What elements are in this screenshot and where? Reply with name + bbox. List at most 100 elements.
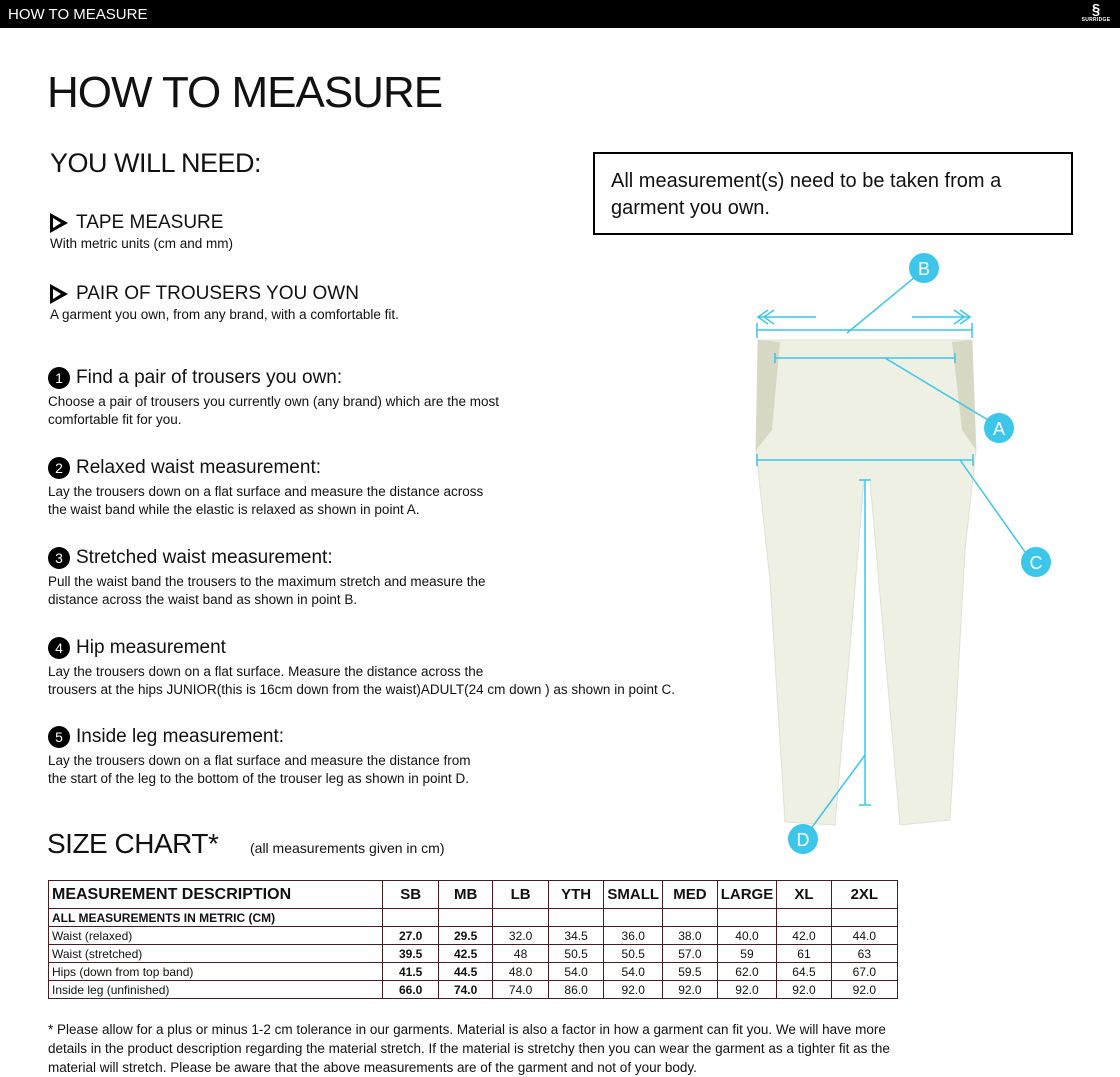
step-title: Find a pair of trousers you own: — [76, 367, 343, 388]
column-header: 2XL — [830, 880, 899, 909]
value-cell: 50.5 — [547, 944, 605, 963]
value-cell: 44.5 — [437, 962, 494, 981]
need-desc: A garment you own, from any brand, with … — [50, 307, 399, 322]
page-title: HOW TO MEASURE — [47, 68, 443, 117]
step-number: 2 — [48, 457, 70, 479]
value-cell: 54.0 — [547, 962, 605, 981]
step-desc: Pull the waist band the trousers to the … — [48, 574, 486, 607]
step-number: 4 — [48, 637, 70, 659]
value-cell: 36.0 — [603, 926, 664, 945]
need-label: PAIR OF TROUSERS YOU OWN — [76, 283, 359, 304]
table-row: Inside leg (unfinished) 66.0 74.0 74.0 86.0 9… — [47, 980, 899, 999]
need-desc: With metric units (cm and mm) — [50, 236, 234, 251]
label-c: C — [1030, 553, 1043, 573]
row-label: Waist (relaxed) — [47, 926, 384, 945]
label-b: B — [918, 259, 930, 279]
row-label: Hips (down from top band) — [47, 962, 384, 981]
empty-cell — [662, 908, 718, 927]
value-cell: 59 — [716, 944, 778, 963]
column-header: MED — [662, 880, 718, 909]
step-title: Stretched waist measurement: — [76, 547, 333, 568]
step-5: 5 Inside leg measurement: Lay the trousers… — [48, 726, 470, 788]
table-header-row: MEASUREMENT DESCRIPTION SB MB LB YTH SMALL MED… — [47, 880, 899, 909]
note-box: All measurement(s) need to be taken from… — [593, 152, 1073, 235]
value-cell: 59.5 — [662, 962, 718, 981]
footnote: * Please allow for a plus or minus 1-2 c… — [48, 1022, 890, 1075]
column-header: SMALL — [603, 880, 664, 909]
value-cell: 66.0 — [382, 980, 439, 999]
row-label: Waist (stretched) — [47, 944, 384, 963]
step-number: 5 — [48, 726, 70, 748]
value-cell: 63 — [830, 944, 899, 963]
table-subheader-row: ALL MEASUREMENTS IN METRIC (CM) — [47, 908, 899, 927]
trousers-diagram: B A C D — [755, 253, 1051, 854]
column-header: LB — [492, 880, 549, 909]
value-cell: 34.5 — [547, 926, 605, 945]
table-row: Waist (relaxed) 27.0 29.5 32.0 34.5 36.0 38.0 4… — [47, 926, 899, 945]
step-3: 3 Stretched waist measurement: Pull the wa… — [48, 547, 485, 609]
value-cell: 92.0 — [603, 980, 664, 999]
size-chart-title: SIZE CHART* — [47, 828, 219, 859]
need-item-trousers: PAIR OF TROUSERS YOU OWN A garment you o… — [50, 283, 399, 322]
value-cell: 67.0 — [830, 962, 899, 981]
value-cell: 92.0 — [716, 980, 778, 999]
row-label: Inside leg (unfinished) — [47, 980, 384, 999]
value-cell: 62.0 — [716, 962, 778, 981]
top-bar-title: HOW TO MEASURE — [8, 6, 148, 23]
value-cell: 41.5 — [382, 962, 439, 981]
table-row: Hips (down from top band) 41.5 44.5 48.0 54.… — [47, 962, 899, 981]
empty-cell — [603, 908, 664, 927]
value-cell: 40.0 — [716, 926, 778, 945]
value-cell: 92.0 — [776, 980, 832, 999]
surridge-logo: § SURRIDGE — [1081, 1, 1111, 23]
value-cell: 74.0 — [437, 980, 494, 999]
play-arrow-icon — [50, 213, 68, 233]
step-title: Inside leg measurement: — [76, 726, 285, 747]
value-cell: 64.5 — [776, 962, 832, 981]
top-bar: HOW TO MEASURE § SURRIDGE — [0, 0, 1120, 28]
value-cell: 57.0 — [662, 944, 718, 963]
value-cell: 54.0 — [603, 962, 664, 981]
need-item-tape: TAPE MEASURE With metric units (cm and m… — [50, 212, 233, 251]
empty-cell — [382, 908, 439, 927]
value-cell: 38.0 — [662, 926, 718, 945]
empty-cell — [776, 908, 832, 927]
step-desc: Lay the trousers down on a flat surface … — [48, 484, 484, 517]
empty-cell — [830, 908, 899, 927]
column-header: MEASUREMENT DESCRIPTION — [47, 880, 384, 909]
step-title: Hip measurement — [76, 637, 226, 658]
trousers-image — [755, 339, 977, 826]
step-2: 2 Relaxed waist measurement: Lay the trous… — [48, 457, 483, 519]
column-header: SB — [382, 880, 439, 909]
value-cell: 27.0 — [382, 926, 439, 945]
table-row: Waist (stretched) 39.5 42.5 48 50.5 50.5 57.0 5… — [47, 944, 899, 963]
column-header: YTH — [547, 880, 605, 909]
step-number: 3 — [48, 547, 70, 569]
empty-cell — [547, 908, 605, 927]
step-desc: Lay the trousers down on a flat surface … — [48, 753, 471, 786]
label-a-marker — [984, 413, 1014, 443]
you-will-need-heading: YOU WILL NEED: — [50, 148, 262, 178]
size-chart-table: MEASUREMENT DESCRIPTION SB MB LB YTH SMALL MED… — [47, 880, 899, 999]
label-d: D — [797, 830, 810, 850]
size-chart-note: (all measurements given in cm) — [250, 840, 445, 856]
value-cell: 48.0 — [492, 962, 549, 981]
label-b-marker — [909, 253, 939, 283]
play-arrow-icon — [50, 284, 68, 304]
column-header: LARGE — [716, 880, 778, 909]
value-cell: 92.0 — [662, 980, 718, 999]
value-cell: 39.5 — [382, 944, 439, 963]
value-cell: 86.0 — [547, 980, 605, 999]
step-desc: Choose a pair of trousers you currently … — [48, 394, 499, 427]
subheader-cell: ALL MEASUREMENTS IN METRIC (CM) — [47, 908, 384, 927]
label-d-marker — [788, 824, 818, 854]
label-a: A — [993, 419, 1005, 439]
step-title: Relaxed waist measurement: — [76, 457, 321, 478]
value-cell: 92.0 — [830, 980, 899, 999]
value-cell: 74.0 — [492, 980, 549, 999]
value-cell: 44.0 — [830, 926, 899, 945]
value-cell: 50.5 — [603, 944, 664, 963]
value-cell: 42.0 — [776, 926, 832, 945]
empty-cell — [716, 908, 778, 927]
step-desc: Lay the trousers down on a flat surface.… — [48, 664, 675, 697]
